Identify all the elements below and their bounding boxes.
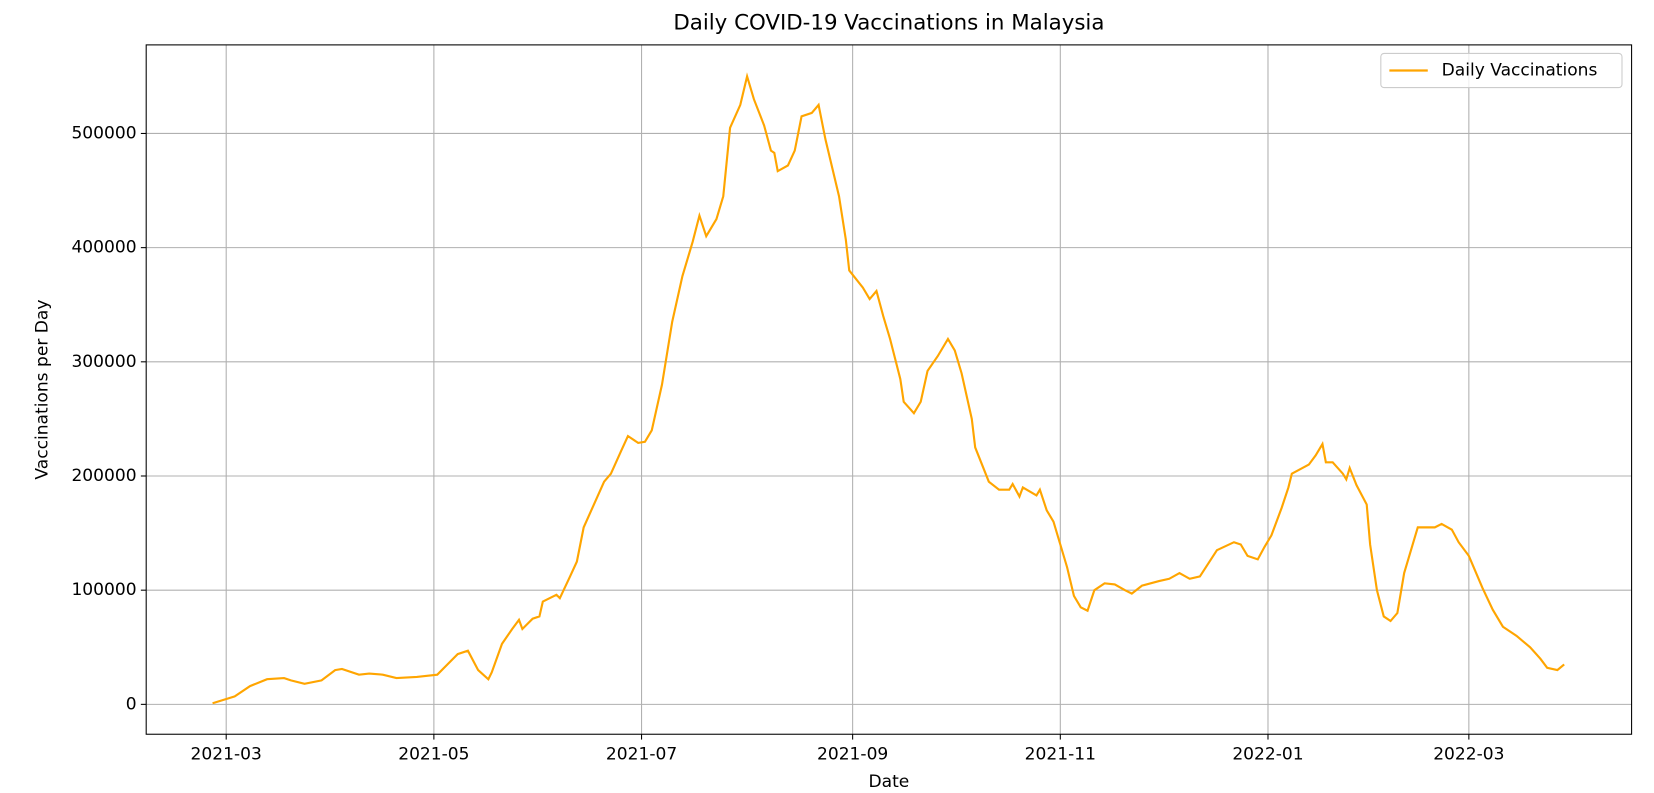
y-tick-label: 500000 bbox=[71, 123, 136, 143]
y-tick-label: 400000 bbox=[71, 238, 136, 258]
data-line bbox=[212, 72, 1565, 705]
y-tick-label: 100000 bbox=[71, 580, 136, 600]
chart-title: Daily COVID-19 Vaccinations in Malaysia bbox=[673, 11, 1104, 36]
x-tick-label: 2021-03 bbox=[191, 745, 262, 765]
y-tick-label: 200000 bbox=[71, 466, 136, 486]
x-tick-label: 2021-05 bbox=[398, 745, 469, 765]
y-tick-label: 0 bbox=[126, 694, 137, 714]
legend-label: Daily Vaccinations bbox=[1442, 61, 1598, 81]
legend-box bbox=[1380, 52, 1623, 89]
x-tick-label: 2022-01 bbox=[1232, 745, 1303, 765]
x-tick-label: 2021-09 bbox=[817, 745, 888, 765]
x-axis-label: Date bbox=[868, 772, 909, 792]
x-tick-label: 2022-03 bbox=[1433, 745, 1504, 765]
x-tick-label: 2021-07 bbox=[606, 745, 677, 765]
x-tick-label: 2021-11 bbox=[1025, 745, 1096, 765]
y-tick-label: 300000 bbox=[71, 352, 136, 372]
y-axis-label: Vaccinations per Day bbox=[33, 300, 53, 480]
plot-frame bbox=[145, 44, 1633, 735]
